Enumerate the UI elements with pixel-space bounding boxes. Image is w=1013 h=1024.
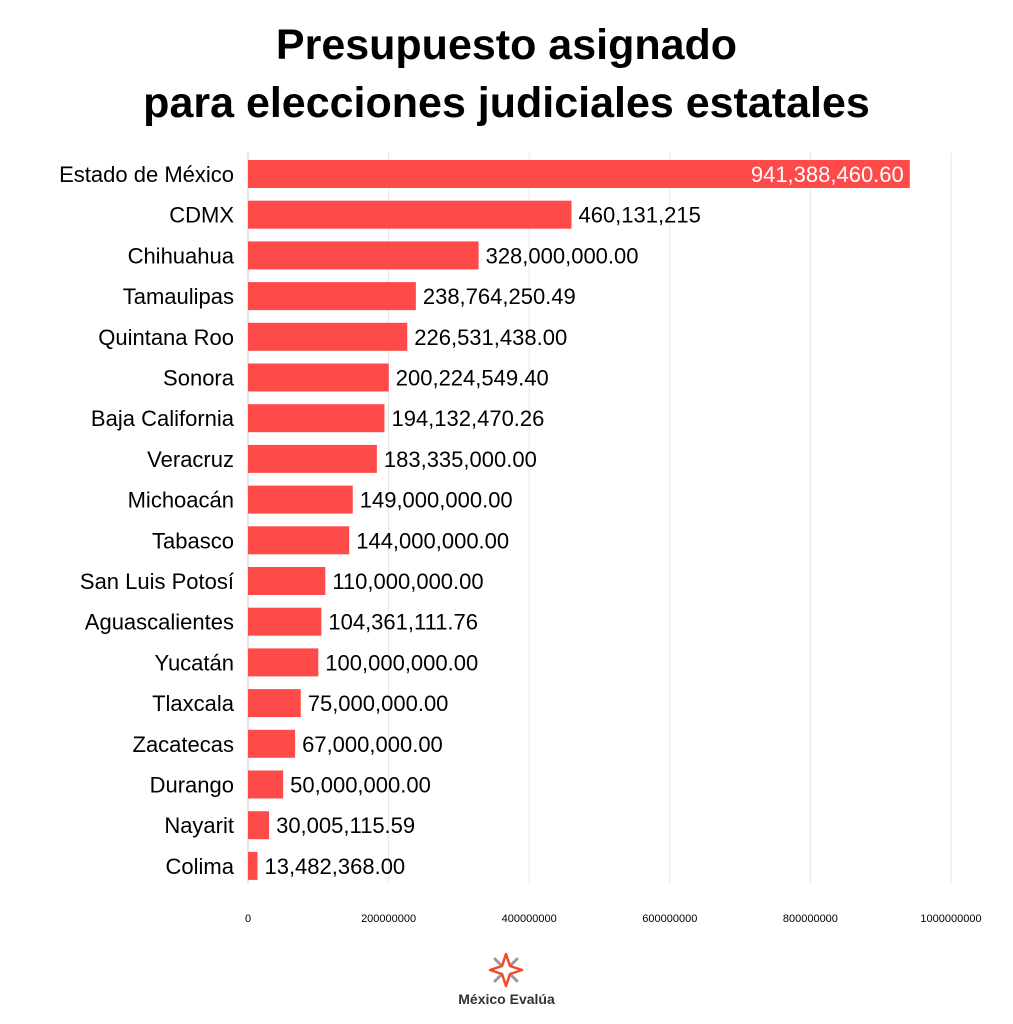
category-label: Tabasco bbox=[152, 528, 234, 553]
value-label: 100,000,000.00 bbox=[325, 650, 478, 675]
bar bbox=[248, 363, 389, 392]
logo-text: México Evalúa bbox=[458, 991, 555, 1007]
bar bbox=[248, 689, 301, 718]
bar bbox=[248, 322, 408, 351]
category-label: Yucatán bbox=[154, 650, 234, 675]
bar bbox=[248, 404, 385, 433]
bar bbox=[248, 241, 479, 270]
value-label: 200,224,549.40 bbox=[396, 366, 549, 391]
category-label: Tamaulipas bbox=[123, 284, 234, 309]
x-tick-label: 600000000 bbox=[642, 913, 697, 925]
chart-title-line-1: Presupuesto asignado bbox=[275, 21, 738, 69]
category-label: Chihuahua bbox=[128, 243, 235, 268]
category-label: Zacatecas bbox=[133, 732, 235, 757]
category-label: San Luis Potosí bbox=[80, 569, 234, 594]
mexico-evalua-logo-icon bbox=[488, 952, 524, 988]
bar bbox=[248, 282, 416, 311]
x-tick-label: 200000000 bbox=[361, 913, 416, 925]
x-tick-label: 800000000 bbox=[783, 913, 838, 925]
x-tick-label: 0 bbox=[245, 913, 251, 925]
value-label: 941,388,460.60 bbox=[751, 162, 904, 187]
value-label: 67,000,000.00 bbox=[302, 732, 443, 757]
value-label: 75,000,000.00 bbox=[308, 691, 449, 716]
bar bbox=[248, 811, 270, 840]
bar bbox=[248, 729, 296, 758]
x-tick-label: 1000000000 bbox=[920, 913, 981, 925]
bar bbox=[248, 160, 910, 188]
category-label: Durango bbox=[150, 773, 234, 798]
bar bbox=[248, 648, 319, 677]
value-label: 328,000,000.00 bbox=[486, 243, 639, 268]
value-label: 110,000,000.00 bbox=[332, 569, 483, 594]
value-label: 50,000,000.00 bbox=[290, 773, 431, 798]
value-label: 30,005,115.59 bbox=[276, 813, 415, 838]
category-label: Michoacán bbox=[128, 488, 234, 513]
bar bbox=[248, 526, 350, 555]
value-label: 194,132,470.26 bbox=[391, 406, 544, 431]
category-label: Estado de México bbox=[59, 162, 234, 187]
x-tick-label: 400000000 bbox=[502, 913, 557, 925]
category-label: CDMX bbox=[169, 203, 234, 228]
category-label: Quintana Roo bbox=[98, 325, 234, 350]
category-label: Aguascalientes bbox=[85, 610, 234, 635]
value-label: 183,335,000.00 bbox=[384, 447, 537, 472]
value-label: 104,361,111.76 bbox=[328, 610, 478, 635]
bar bbox=[248, 851, 258, 880]
bar bbox=[248, 567, 326, 595]
value-label: 226,531,438.00 bbox=[414, 325, 567, 350]
bar bbox=[248, 200, 572, 229]
value-label: 13,482,368.00 bbox=[264, 854, 405, 879]
bar bbox=[248, 444, 377, 473]
bar bbox=[248, 485, 353, 514]
category-label: Tlaxcala bbox=[152, 691, 235, 716]
category-label: Sonora bbox=[163, 366, 235, 391]
bar bbox=[248, 607, 322, 636]
category-label: Colima bbox=[166, 854, 235, 879]
value-label: 238,764,250.49 bbox=[423, 284, 576, 309]
category-label: Nayarit bbox=[164, 813, 234, 838]
category-label: Veracruz bbox=[147, 447, 234, 472]
value-label: 460,131,215 bbox=[578, 203, 700, 228]
value-label: 144,000,000.00 bbox=[356, 528, 509, 553]
chart-title-line-2: para elecciones judiciales estatales bbox=[143, 79, 870, 127]
value-label: 149,000,000.00 bbox=[360, 488, 513, 513]
category-label: Baja California bbox=[91, 406, 235, 431]
bar bbox=[248, 770, 284, 799]
